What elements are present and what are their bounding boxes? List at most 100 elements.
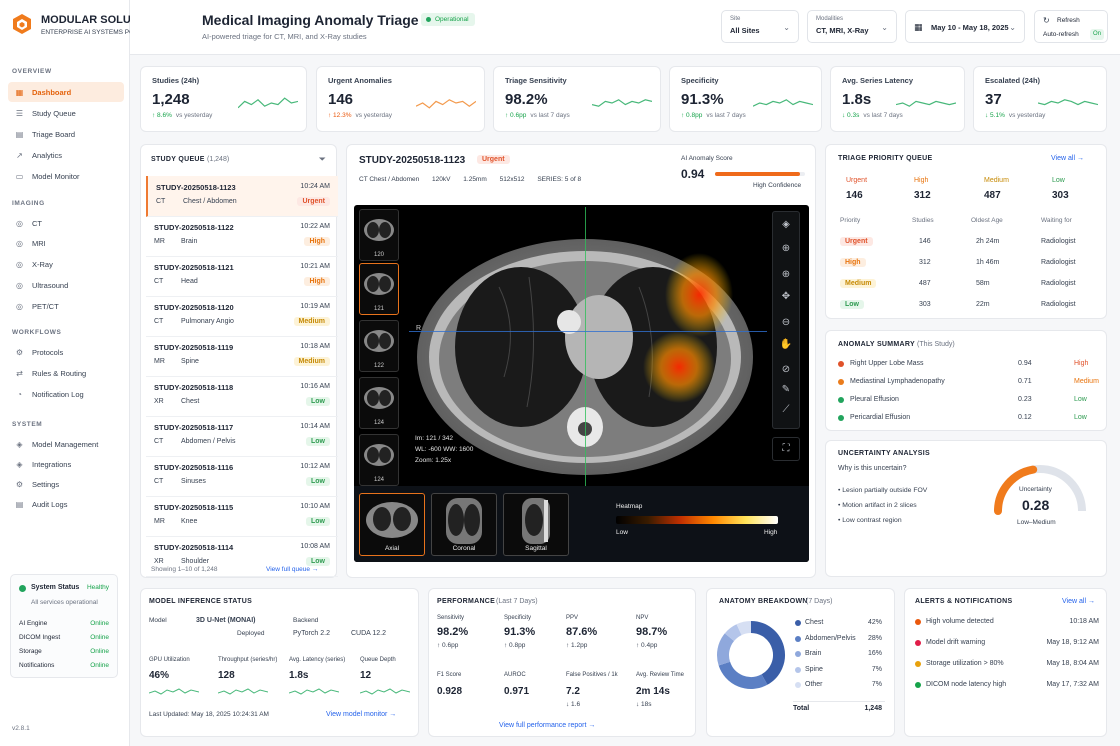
anomaly-dot-icon — [838, 379, 844, 385]
service-state: Online — [90, 648, 109, 655]
slice-thumbnail[interactable]: 120 — [359, 209, 399, 261]
view-label: Axial — [384, 545, 400, 552]
queue-study-id: STUDY-20250518-1120 — [154, 303, 234, 312]
anomaly-summary-panel: ANOMALY SUMMARY (This Study) Right Upper… — [825, 330, 1107, 431]
nav-analytics[interactable]: ↗ Analytics — [8, 145, 124, 165]
slice-thumbnail[interactable]: 122 — [359, 320, 399, 372]
kpi-value: 98.2% — [505, 91, 548, 108]
nav-audit-logs[interactable]: ▤ Audit Logs — [8, 494, 124, 514]
layers-icon[interactable]: ◈ — [782, 219, 790, 230]
nav-study-queue[interactable]: ☰ Study Queue — [8, 103, 124, 123]
queue-row[interactable]: STUDY-20250518-1119 10:18 AM MR Spine Medium — [146, 336, 338, 377]
nav-mri[interactable]: ◎ MRI — [8, 233, 124, 253]
anatomy-total: 1,248 — [864, 705, 882, 712]
service-name: AI Engine — [19, 620, 48, 627]
pan-hand-icon[interactable]: ✋ — [779, 339, 793, 350]
inference-sparkline — [360, 688, 410, 695]
kpi-value: 91.3% — [681, 91, 724, 108]
queue-row[interactable]: STUDY-20250518-1118 10:16 AM XR Chest Low — [146, 376, 338, 417]
view-axial[interactable]: Axial — [359, 493, 425, 556]
fullscreen-icon[interactable]: ⛶ — [772, 437, 800, 461]
alert-item[interactable]: Storage utilization > 80% May 18, 8:04 AM — [905, 660, 1105, 674]
triage-view-all[interactable]: View all → — [1051, 155, 1084, 162]
nav-section-overview: OVERVIEW — [12, 68, 52, 75]
site-select[interactable]: Site All Sites ⌄ — [721, 10, 799, 43]
queue-priority-badge: Low — [306, 437, 330, 446]
nav-integrations[interactable]: ◈ Integrations — [8, 454, 124, 474]
view-performance-link[interactable]: View full performance report → — [499, 722, 596, 729]
queue-priority-badge: Low — [306, 557, 330, 566]
ruler-icon[interactable]: ⟋ — [782, 404, 790, 415]
view-coronal[interactable]: Coronal — [431, 493, 497, 556]
queue-row[interactable]: STUDY-20250518-1122 10:22 AM MR Brain High — [146, 216, 338, 257]
modalities-select[interactable]: Modalities CT, MRI, X-Ray ⌄ — [807, 10, 897, 43]
queue-row[interactable]: STUDY-20250518-1123 10:24 AM CT Chest / Abd… — [146, 176, 338, 217]
calendar-icon: ▦ — [914, 22, 923, 32]
ct-image[interactable]: R Im: 121 / 342 WL: -600 WW: 1600 Zoom: … — [409, 207, 767, 489]
legend-value: 16% — [867, 650, 882, 657]
crosshair-icon[interactable]: ⊕ — [781, 243, 791, 254]
chevron-down-icon: ⌄ — [783, 23, 790, 32]
filter-icon[interactable]: ⏷ — [318, 154, 326, 164]
nav-label: PET/CT — [32, 301, 59, 311]
link-label: View all — [1051, 155, 1075, 162]
slice-thumbnail[interactable]: 124 — [359, 377, 399, 429]
alert-item[interactable]: DICOM node latency high May 17, 7:32 AM — [905, 681, 1105, 695]
kpi-note: vs last 7 days — [530, 112, 570, 119]
pencil-icon[interactable]: ✎ — [781, 384, 791, 395]
perf-metric-label: Sensitivity — [437, 615, 465, 621]
study-id: STUDY-20250518-1123 — [359, 155, 466, 166]
queue-row[interactable]: STUDY-20250518-1117 10:14 AM CT Abdomen / P… — [146, 416, 338, 457]
nav-settings[interactable]: ⚙ Settings — [8, 474, 124, 494]
slice-thumbnail[interactable]: 121 — [359, 263, 399, 315]
queue-modality: CT — [154, 278, 164, 285]
service-name: DICOM Ingest — [19, 634, 61, 641]
model-inference-panel: MODEL INFERENCE STATUS Model 3D U-Net (M… — [140, 588, 419, 737]
nav-model-management[interactable]: ◈ Model Management — [8, 434, 124, 454]
monitor-icon: ▭ — [15, 171, 24, 181]
nav-dashboard[interactable]: ▦ Dashboard — [8, 82, 124, 102]
triage-column-header: Waiting for — [1041, 217, 1072, 224]
zoom-out-icon[interactable]: ⊖ — [781, 317, 791, 328]
nav-protocols[interactable]: ⚙ Protocols — [8, 342, 124, 362]
nav-label: Model Management — [32, 439, 99, 449]
queue-priority-badge: High — [304, 277, 330, 286]
view-full-queue-link[interactable]: View full queue → — [266, 566, 319, 573]
donut-slice — [717, 633, 735, 666]
alert-item[interactable]: High volume detected 10:18 AM — [905, 618, 1105, 632]
nav-ultrasound[interactable]: ◎ Ultrasound — [8, 275, 124, 295]
auto-refresh-toggle[interactable]: On — [1090, 29, 1104, 40]
queue-row[interactable]: STUDY-20250518-1115 10:10 AM MR Knee Low — [146, 496, 338, 537]
slice-thumbnail[interactable]: 124 — [359, 434, 399, 486]
legend-swatch — [795, 635, 801, 642]
queue-row[interactable]: STUDY-20250518-1120 10:19 AM CT Pulmonary A… — [146, 296, 338, 337]
kpi-delta: ↑ 0.6pp — [505, 112, 527, 119]
alert-item[interactable]: Model drift warning May 18, 9:12 AM — [905, 639, 1105, 653]
triage-priority-badge: Medium — [840, 279, 877, 288]
nav-xray[interactable]: ◎ X-Ray — [8, 254, 124, 274]
queue-row[interactable]: STUDY-20250518-1116 10:12 AM CT Sinuses Low — [146, 456, 338, 497]
magnify-icon[interactable]: ⊘ — [781, 364, 791, 375]
perf-metric-delta: ↑ 0.6pp — [437, 642, 459, 649]
nav-ct[interactable]: ◎ CT — [8, 213, 124, 233]
move-icon[interactable]: ✥ — [781, 291, 791, 302]
perf-metric-value: 98.2% — [437, 626, 469, 638]
nav-notification-log[interactable]: ◔ Notification Log — [8, 384, 124, 404]
inference-sparkline — [218, 688, 268, 695]
view-model-monitor-link[interactable]: View model monitor → — [326, 711, 397, 718]
view-sagittal[interactable]: Sagittal — [503, 493, 569, 556]
nav-triage-board[interactable]: ▤ Triage Board — [8, 124, 124, 144]
date-range-picker[interactable]: ▦ May 10 - May 18, 2025 ⌄ — [905, 10, 1025, 43]
nav-model-monitor[interactable]: ▭ Model Monitor — [8, 166, 124, 186]
queue-row[interactable]: STUDY-20250518-1121 10:21 AM CT Head High — [146, 256, 338, 297]
alerts-view-all[interactable]: View all → — [1062, 598, 1095, 605]
kpi-note: vs yesterday — [1008, 112, 1046, 119]
sparkline-path — [360, 688, 410, 695]
queue-row[interactable]: STUDY-20250518-1114 10:08 AM XR Shoulder Low — [146, 536, 338, 577]
board-icon: ▤ — [15, 129, 24, 139]
nav-petct[interactable]: ◎ PET/CT — [8, 296, 124, 316]
zoom-in-icon[interactable]: ⊕ — [781, 269, 791, 280]
refresh-control[interactable]: ↻ Refresh Auto-refresh On — [1034, 10, 1108, 43]
dicom-viewer[interactable]: R Im: 121 / 342 WL: -600 WW: 1600 Zoom: … — [354, 205, 809, 562]
nav-rules-routing[interactable]: ⇄ Rules & Routing — [8, 363, 124, 383]
